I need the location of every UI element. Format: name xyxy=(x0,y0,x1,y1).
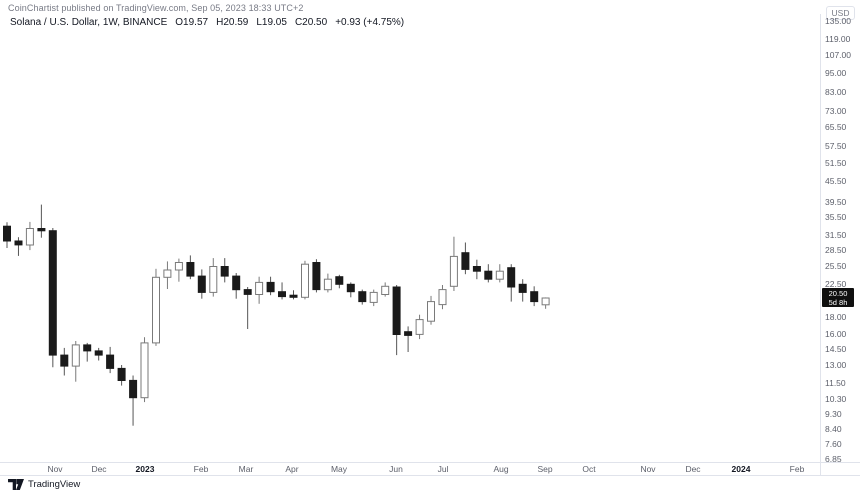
ohlc-value: +0.93 (+4.75%) xyxy=(335,17,405,28)
time-label: Jul xyxy=(437,464,449,474)
time-label: Dec xyxy=(685,464,701,474)
time-axis-separator xyxy=(0,462,860,463)
ohlc-value: L19.05 xyxy=(256,17,287,28)
price-tick: 51.50 xyxy=(825,157,847,168)
tradingview-brand-link[interactable]: TradingView xyxy=(8,478,81,490)
currency-badge[interactable]: USD xyxy=(826,6,855,20)
time-axis[interactable]: Nov Dec 2023 Feb Mar Apr May Jun Jul Aug Sep Oct Nov… xyxy=(0,463,820,475)
time-label: Feb xyxy=(193,464,209,474)
price-label-value: 20.50 xyxy=(828,289,848,299)
price-tick: 83.00 xyxy=(825,87,847,98)
footer-separator xyxy=(0,475,860,476)
tradingview-logo-icon xyxy=(8,478,24,490)
ohlc-value: C20.50 xyxy=(294,17,328,28)
price-tick: 9.30 xyxy=(825,409,842,420)
price-tick: 95.00 xyxy=(825,67,847,78)
time-label: Dec xyxy=(91,464,107,474)
ohlc-value: O19.57 xyxy=(175,17,209,28)
price-tick: 107.00 xyxy=(825,50,851,61)
time-label: Feb xyxy=(789,464,805,474)
price-tick: 7.60 xyxy=(825,438,842,449)
time-label: Aug xyxy=(493,464,509,474)
price-tick: 16.00 xyxy=(825,329,847,340)
tradingview-brand-text: TradingView xyxy=(28,478,81,490)
price-tick: 35.50 xyxy=(825,212,847,223)
price-tick: 13.00 xyxy=(825,359,847,370)
attribution-text: CoinChartist published on TradingView.co… xyxy=(8,3,304,13)
price-label-countdown: 5d 8h xyxy=(828,298,848,308)
time-label: Nov xyxy=(47,464,63,474)
price-tick: 45.50 xyxy=(825,175,847,186)
time-label: Mar xyxy=(238,464,254,474)
time-label: 2024 xyxy=(731,464,751,474)
time-label: Oct xyxy=(582,464,596,474)
price-tick: 22.50 xyxy=(825,279,847,290)
legend: Solana / U.S. Dollar, 1W, BINANCE O19.57 H… xyxy=(10,17,404,28)
time-label: Jun xyxy=(389,464,403,474)
price-tick: 73.00 xyxy=(825,106,847,117)
price-tick: 10.30 xyxy=(825,394,847,405)
ohlc-value: H20.59 xyxy=(216,17,249,28)
price-tick: 65.50 xyxy=(825,122,847,133)
price-tick: 11.50 xyxy=(825,377,846,388)
time-label: Apr xyxy=(285,464,299,474)
time-label: 2023 xyxy=(135,464,155,474)
chart-pane[interactable] xyxy=(0,0,820,462)
legend-ohlc: O19.57 H20.59 L19.05 C20.50 +0.93 (+4.75%) xyxy=(167,17,404,28)
price-tick: 25.50 xyxy=(825,260,847,271)
price-tick: 39.50 xyxy=(825,196,847,207)
footer: TradingView xyxy=(0,476,860,492)
price-tick: 6.85 xyxy=(825,454,842,465)
price-tick: 8.40 xyxy=(825,424,842,435)
time-label: May xyxy=(330,464,348,474)
price-axis-separator xyxy=(820,14,821,476)
price-axis[interactable]: USD 135.00 119.00 107.00 95.00 83.00 73.00 65.… xyxy=(821,0,860,465)
price-tick: 31.50 xyxy=(825,229,847,240)
candlestick-chart[interactable] xyxy=(0,0,820,462)
time-label: Sep xyxy=(537,464,553,474)
price-tick: 57.50 xyxy=(825,141,847,152)
symbol-title[interactable]: Solana / U.S. Dollar, 1W, BINANCE xyxy=(10,17,168,28)
price-tick: 28.50 xyxy=(825,244,847,255)
price-tick: 119.00 xyxy=(825,34,851,45)
price-tick: 135.00 xyxy=(825,15,851,26)
price-tick: 18.00 xyxy=(825,312,847,323)
time-label: Nov xyxy=(640,464,656,474)
current-price-label: 20.50 5d 8h xyxy=(822,288,854,308)
price-tick: 14.50 xyxy=(825,343,847,354)
